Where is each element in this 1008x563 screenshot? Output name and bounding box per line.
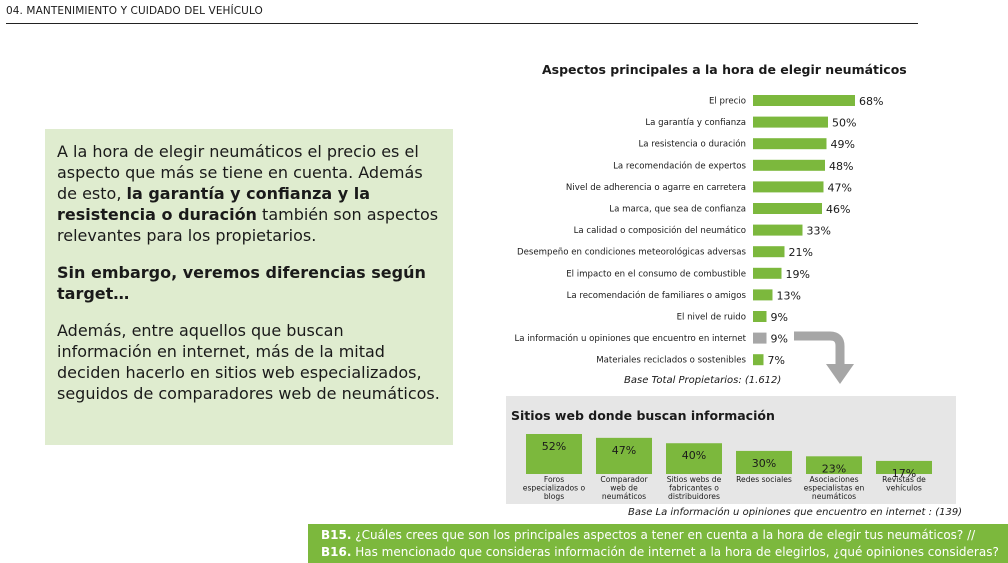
section-title: 04. MANTENIMIENTO Y CUIDADO DEL VEHÍCULO — [6, 5, 263, 17]
aspect-value-label: 13% — [777, 289, 801, 302]
aspect-bar — [753, 159, 825, 171]
aspect-bar — [753, 354, 764, 366]
footer-question-2: B16. Has mencionado que consideras infor… — [321, 544, 1008, 561]
summary-paragraph-1: A la hora de elegir neumáticos el precio… — [57, 141, 441, 246]
arrow-down-icon — [794, 331, 854, 384]
aspect-bar — [753, 116, 828, 128]
aspect-label: La marca, que sea de confianza — [609, 205, 746, 215]
aspect-label: La información u opiniones que encuentro… — [515, 333, 747, 344]
aspect-label: La garantía y confianza — [645, 118, 746, 128]
summary-text-a: A la hora de elegir neumáticos el precio… — [57, 142, 423, 203]
aspect-value-label: 7% — [768, 354, 785, 367]
aspect-label: El nivel de ruido — [677, 313, 746, 323]
aspect-value-label: 21% — [789, 246, 813, 259]
aspect-label: Desempeño en condiciones meteorológicas … — [517, 247, 747, 258]
aspect-label: La recomendación de expertos — [613, 160, 746, 171]
aspect-bar — [753, 224, 803, 236]
aspect-value-label: 9% — [771, 333, 788, 346]
aspect-value-label: 33% — [807, 225, 831, 238]
question-2-text: Has mencionado que consideras informació… — [351, 545, 999, 559]
aspects-base-note: Base Total Propietarios: (1.612) — [624, 375, 782, 386]
question-1-text: ¿Cuáles crees que son los principales as… — [351, 528, 976, 542]
websites-base-note: Base La información u opiniones que encu… — [628, 507, 963, 518]
aspect-value-label: 50% — [832, 117, 856, 130]
aspect-label: El impacto en el consumo de combustible — [566, 269, 746, 279]
summary-paragraph-3: Además, entre aquellos que buscan inform… — [57, 321, 440, 403]
aspect-bar — [753, 332, 767, 344]
footer-question-1: B15. ¿Cuáles crees que son los principal… — [321, 527, 1008, 544]
question-1-code: B15. — [321, 528, 352, 542]
aspect-value-label: 19% — [786, 268, 810, 281]
aspect-label: La recomendación de familiares o amigos — [567, 290, 747, 301]
question-2-code: B16. — [321, 545, 352, 559]
aspect-label: Nivel de adherencia o agarre en carreter… — [566, 183, 746, 193]
aspect-value-label: 68% — [859, 95, 883, 108]
websites-chart-title: Sitios web donde buscan información — [511, 408, 775, 423]
aspect-bar — [753, 181, 824, 193]
aspect-bar — [753, 289, 773, 301]
summary-text-c: también son aspectos relevantes para los… — [57, 205, 439, 245]
aspect-bar — [753, 95, 855, 106]
summary-text-bold: la garantía y confianza y la resistencia… — [57, 184, 371, 224]
aspect-value-label: 49% — [831, 138, 855, 151]
aspect-label: El precio — [709, 97, 746, 107]
aspect-value-label: 46% — [826, 203, 850, 216]
aspect-bar — [753, 246, 785, 258]
aspect-value-label: 9% — [771, 311, 788, 324]
aspect-value-label: 47% — [828, 181, 852, 194]
header-divider — [6, 23, 918, 24]
summary-paragraph-2: Sin embargo, veremos diferencias según t… — [57, 263, 426, 303]
aspect-bar — [753, 138, 827, 150]
aspect-bar — [753, 203, 822, 214]
aspect-label: Materiales reciclados o sostenibles — [596, 356, 746, 366]
question-footer: B15. ¿Cuáles crees que son los principal… — [308, 524, 1008, 563]
aspect-bar — [753, 311, 767, 322]
aspect-label: La resistencia o duración — [639, 139, 746, 150]
summary-box: A la hora de elegir neumáticos el precio… — [45, 129, 453, 445]
aspects-chart-title: Aspectos principales a la hora de elegir… — [542, 62, 907, 77]
aspect-bar — [753, 267, 782, 279]
aspect-label: La calidad o composición del neumático — [574, 225, 746, 236]
aspect-value-label: 48% — [829, 160, 853, 173]
